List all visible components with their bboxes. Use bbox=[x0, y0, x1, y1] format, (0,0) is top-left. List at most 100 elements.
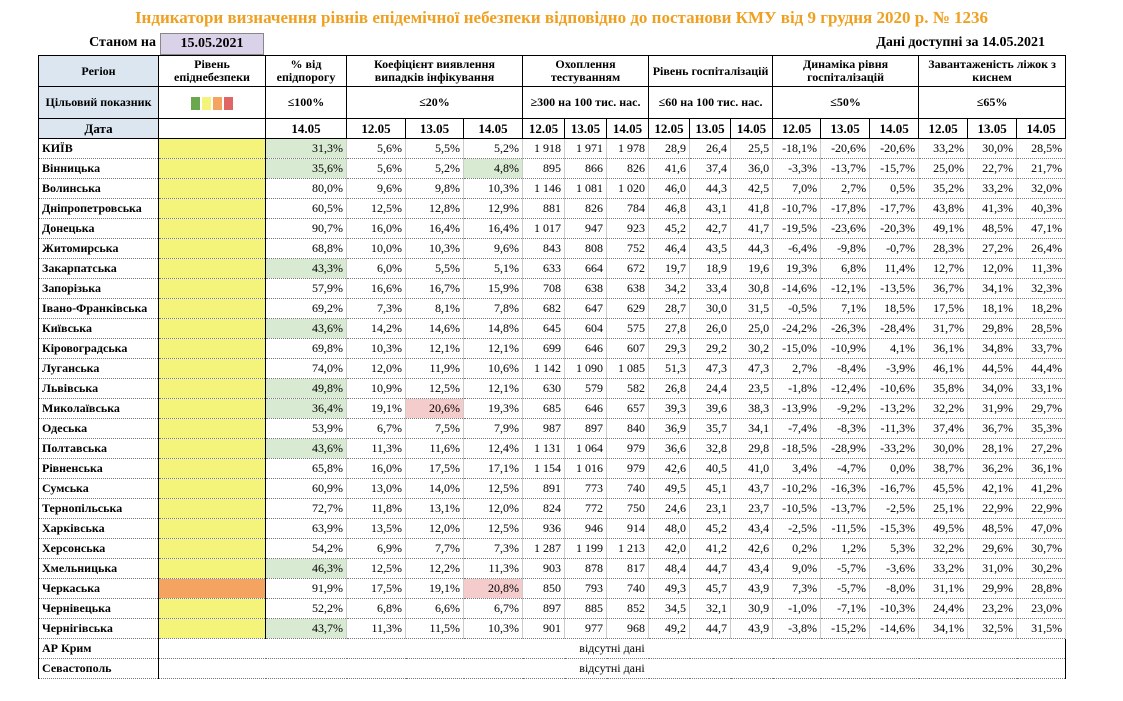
level-cell bbox=[158, 538, 266, 559]
value: 33,4 bbox=[689, 278, 732, 299]
value: 69,8% bbox=[265, 338, 347, 359]
date: 13.05 bbox=[820, 118, 871, 139]
value: 36,7% bbox=[918, 278, 969, 299]
value: 39,3 bbox=[648, 398, 691, 419]
value: 44,3 bbox=[730, 238, 774, 259]
header-row: Регіон Рівень епіднебезпеки % від епідпо… bbox=[38, 55, 1067, 87]
value: 10,3% bbox=[463, 618, 523, 639]
value: 12,5% bbox=[346, 558, 406, 579]
value: 5,6% bbox=[346, 158, 406, 179]
value: 1 131 bbox=[522, 438, 565, 459]
header-cell: Завантаженість ліжок з киснем bbox=[918, 55, 1067, 87]
value: 30,2% bbox=[1016, 558, 1067, 579]
data-row: Полтавська 43,6% 11,3% 11,6% 12,4% 1 131 1 064… bbox=[38, 438, 1067, 459]
value: -10,6% bbox=[869, 378, 920, 399]
value: 708 bbox=[522, 278, 565, 299]
value: 947 bbox=[564, 218, 607, 239]
value: 31,0% bbox=[967, 558, 1018, 579]
value: 12,0% bbox=[346, 358, 406, 379]
value: 25,0 bbox=[730, 318, 774, 339]
value: 49,3 bbox=[648, 578, 691, 599]
value: 34,1% bbox=[967, 278, 1018, 299]
value: 63,9% bbox=[265, 518, 347, 539]
value: 26,0 bbox=[689, 318, 732, 339]
value: 32,0% bbox=[1016, 178, 1067, 199]
value: 11,8% bbox=[346, 498, 406, 519]
value: -13,7% bbox=[820, 498, 871, 519]
value: 49,1% bbox=[918, 218, 969, 239]
value: 13,0% bbox=[346, 478, 406, 499]
value: -3,9% bbox=[869, 358, 920, 379]
value: 7,3% bbox=[772, 578, 822, 599]
value: 46,8 bbox=[648, 198, 691, 219]
data-row: Кіровоградська 69,8% 10,3% 12,1% 12,1% 699 646… bbox=[38, 338, 1067, 359]
value: 42,5 bbox=[730, 178, 774, 199]
value: 18,2% bbox=[1016, 298, 1067, 319]
value: -23,6% bbox=[820, 218, 871, 239]
value: 11,3% bbox=[1016, 258, 1067, 279]
value: -9,8% bbox=[820, 238, 871, 259]
value: 27,8 bbox=[648, 318, 691, 339]
value: 10,0% bbox=[346, 238, 406, 259]
value: 80,0% bbox=[265, 178, 347, 199]
value: 47,1% bbox=[1016, 218, 1067, 239]
as-of-label: Станом на bbox=[89, 35, 156, 50]
value: 37,4% bbox=[918, 418, 969, 439]
value: 49,5% bbox=[918, 518, 969, 539]
value: -10,5% bbox=[772, 498, 822, 519]
value: 42,0 bbox=[648, 538, 691, 559]
target-row: Цільовий показник ≤100% ≤20% ≥300 на 100… bbox=[38, 86, 1067, 119]
value: 35,8% bbox=[918, 378, 969, 399]
value: 740 bbox=[605, 578, 650, 599]
value: 33,2% bbox=[918, 138, 969, 159]
value: -2,5% bbox=[772, 518, 822, 539]
value: 35,6% bbox=[265, 158, 347, 179]
value: 20,6% bbox=[405, 398, 464, 419]
value: 48,5% bbox=[967, 218, 1018, 239]
value: 31,3% bbox=[265, 138, 347, 159]
value: 1 016 bbox=[564, 458, 607, 479]
value: 12,4% bbox=[463, 438, 523, 459]
value: 49,2 bbox=[648, 618, 691, 639]
value: 6,6% bbox=[405, 598, 464, 619]
value: -1,8% bbox=[772, 378, 822, 399]
value: 28,1% bbox=[967, 438, 1018, 459]
value: 6,0% bbox=[346, 258, 406, 279]
value: 1 020 bbox=[605, 178, 650, 199]
value: 12,5% bbox=[463, 478, 523, 499]
value: 36,7% bbox=[967, 418, 1018, 439]
value: 630 bbox=[522, 378, 565, 399]
header-cell: Рівень госпіталізацій bbox=[648, 55, 774, 87]
data-row: Тернопільська 72,7% 11,8% 13,1% 12,0% 824 772 7… bbox=[38, 498, 1067, 519]
level-cell bbox=[158, 598, 266, 619]
value: 604 bbox=[564, 318, 607, 339]
value: 18,1% bbox=[967, 298, 1018, 319]
value: 582 bbox=[605, 378, 650, 399]
value: 7,1% bbox=[820, 298, 871, 319]
value: 45,1 bbox=[689, 478, 732, 499]
region: Чернівецька bbox=[38, 598, 159, 619]
data-row: Чернівецька 52,2% 6,8% 6,6% 6,7% 897 885 852 34,… bbox=[38, 598, 1067, 619]
value: 42,7 bbox=[689, 218, 732, 239]
value: 1 978 bbox=[605, 138, 650, 159]
level-cell bbox=[158, 158, 266, 179]
value: 44,4% bbox=[1016, 358, 1067, 379]
value: 43,7 bbox=[730, 478, 774, 499]
value: 11,9% bbox=[405, 358, 464, 379]
value: 5,3% bbox=[869, 538, 920, 559]
value: -13,5% bbox=[869, 278, 920, 299]
value: 878 bbox=[564, 558, 607, 579]
value: 33,1% bbox=[1016, 378, 1067, 399]
value: 7,8% bbox=[463, 298, 523, 319]
value: -15,2% bbox=[820, 618, 871, 639]
date-label: Дата bbox=[38, 118, 159, 139]
value: 29,9% bbox=[967, 578, 1018, 599]
value: 51,3 bbox=[648, 358, 691, 379]
value: 24,4 bbox=[689, 378, 732, 399]
target: ≤100% bbox=[265, 86, 347, 119]
value: 41,2% bbox=[1016, 478, 1067, 499]
value: 12,0% bbox=[967, 258, 1018, 279]
value: 36,0 bbox=[730, 158, 774, 179]
value: 7,9% bbox=[463, 418, 523, 439]
value: -26,3% bbox=[820, 318, 871, 339]
